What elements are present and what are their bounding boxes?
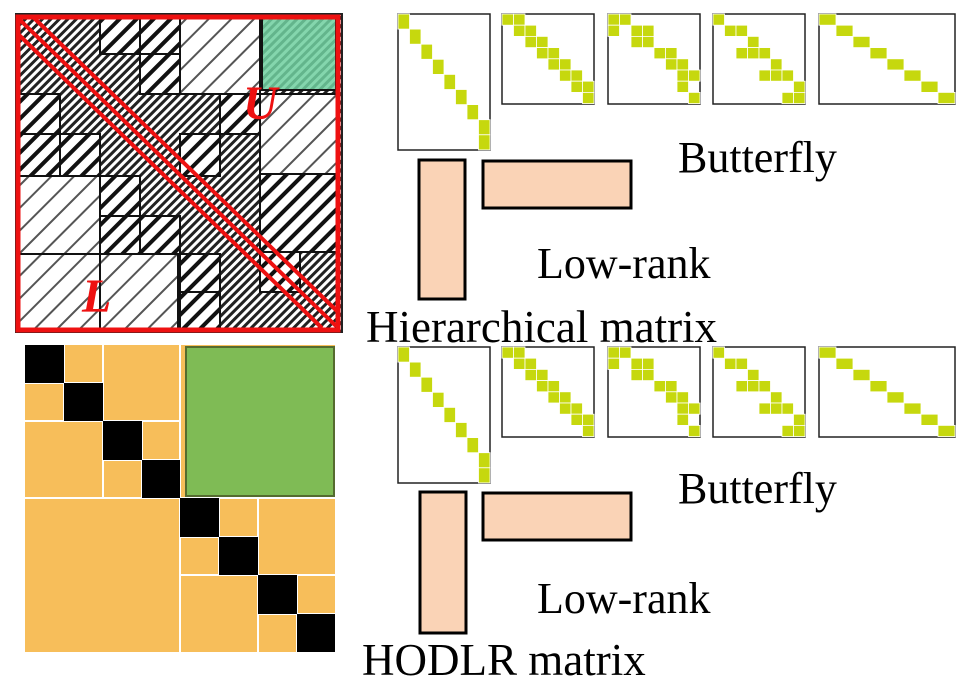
far-block	[99, 253, 179, 331]
mid-block	[179, 253, 221, 293]
butterfly-factor	[712, 13, 806, 105]
lowrank-wide-factor	[481, 491, 633, 542]
lowrank-top	[417, 158, 633, 301]
mid-block	[17, 133, 61, 177]
butterfly-label-top: Butterfly	[678, 133, 837, 182]
mid-block	[99, 15, 141, 55]
lu-diagonal	[18, 18, 338, 328]
upper-factor-label: U	[243, 77, 278, 130]
butterfly-factor	[712, 346, 806, 438]
mid-block	[59, 133, 101, 177]
panel-title-hierarchical: Hierarchical matrix	[366, 302, 718, 352]
lower-factor-label: L	[82, 270, 112, 323]
lowrank-label-bottom: Low-rank	[537, 574, 711, 623]
mid-block	[99, 215, 141, 255]
lu-outline	[15, 14, 341, 333]
mid-block	[139, 53, 181, 95]
mid-block	[219, 93, 261, 135]
lowrank-wide-factor	[481, 159, 633, 210]
butterfly-factor	[818, 346, 956, 438]
far-block	[179, 15, 261, 95]
lowrank-tall-factor	[417, 158, 467, 301]
butterfly-patterns-top	[397, 13, 956, 151]
butterfly-label-bottom: Butterfly	[678, 464, 837, 513]
lowrank-label-top: Low-rank	[537, 239, 711, 288]
butterfly-patterns-bottom	[397, 346, 956, 484]
hodlr-matrix	[25, 345, 335, 652]
butterfly-factor	[397, 346, 491, 484]
mid-block	[259, 173, 339, 253]
mid-block	[99, 175, 141, 217]
mid-block	[139, 15, 181, 55]
far-block	[17, 175, 101, 255]
butterfly-factor	[501, 13, 595, 105]
panel-title-hodlr: HODLR matrix	[362, 635, 646, 685]
mid-block	[179, 291, 221, 331]
mid-block	[139, 215, 181, 255]
mid-block	[17, 93, 61, 135]
lu-diagonal	[16, 32, 324, 330]
hierarchical-matrix	[15, 13, 343, 333]
lowrank-bottom	[418, 490, 633, 635]
butterfly-factor	[818, 13, 956, 105]
butterfly-factor	[607, 13, 701, 105]
butterfly-factor	[397, 13, 491, 151]
lowrank-tall-factor	[418, 490, 468, 635]
mid-block	[179, 133, 221, 177]
lu-diagonal	[32, 16, 340, 314]
butterfly-factor	[607, 346, 701, 438]
butterfly-factor	[501, 346, 595, 438]
highlighted-block	[185, 346, 335, 497]
